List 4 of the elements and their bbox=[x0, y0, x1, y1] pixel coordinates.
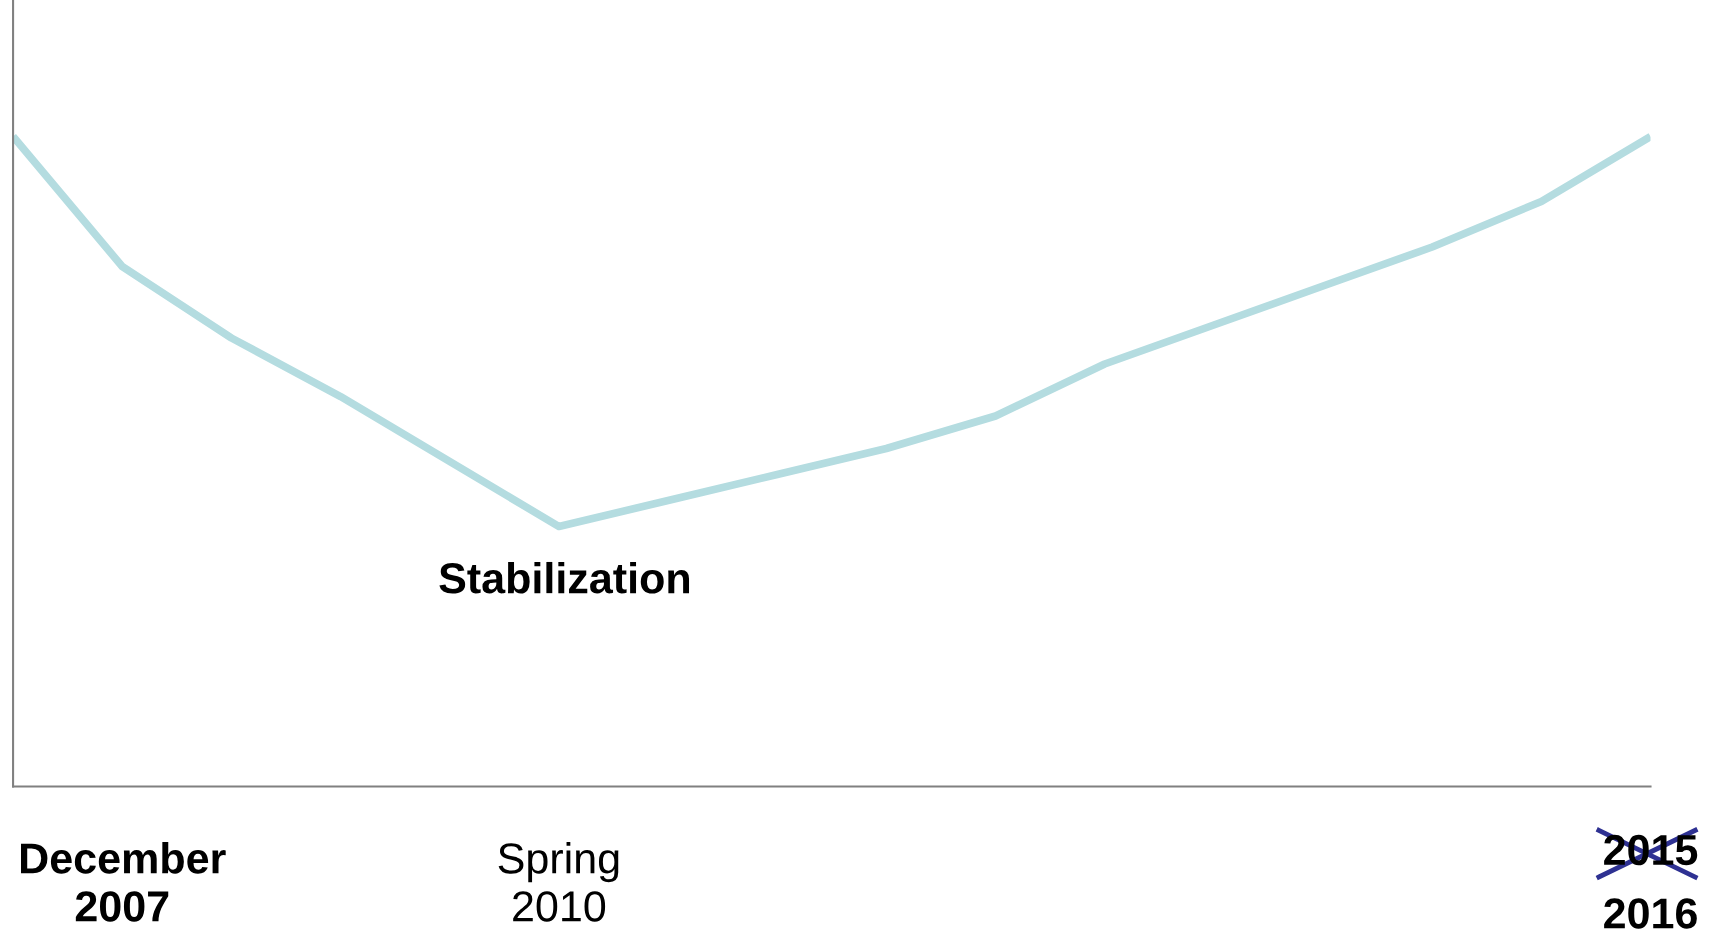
x-tick-label: 2016 bbox=[1604, 898, 1697, 929]
annotation: Stabilization bbox=[439, 561, 690, 594]
x-tick-label: Spring 2010 bbox=[498, 842, 619, 922]
x-tick-label: December 2007 bbox=[21, 842, 226, 922]
